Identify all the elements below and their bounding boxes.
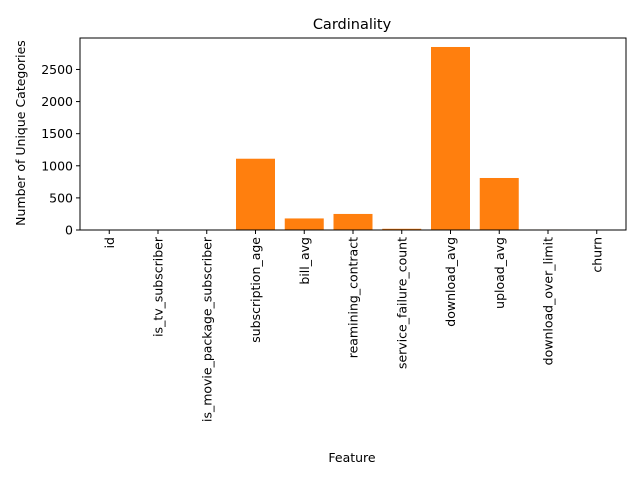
x-tick-label: upload_avg [492, 237, 507, 309]
y-tick-label: 2000 [41, 94, 73, 109]
y-axis-label: Number of Unique Categories [13, 40, 28, 226]
x-ticks-group: id is_tv_subscriber is_movie_package_subsc… [102, 230, 604, 422]
x-tick-label: id [102, 237, 117, 248]
bar-download-avg [431, 46, 470, 231]
x-axis-label: Feature [328, 450, 376, 465]
bar-bill-avg [284, 218, 324, 230]
x-tick-label: is_movie_package_subscriber [199, 236, 214, 422]
x-tick-label: service_failure_count [394, 237, 409, 369]
x-tick-label: bill_avg [297, 237, 312, 285]
x-tick-label: subscription_age [248, 237, 263, 343]
x-tick-label: reamining_contract [346, 237, 361, 358]
y-tick-label: 1500 [41, 126, 73, 141]
x-tick-label: is_tv_subscriber [151, 236, 166, 337]
bar-subscription-age [236, 158, 275, 230]
axes-frame [79, 37, 627, 231]
y-tick-label: 500 [49, 190, 73, 205]
x-tick-label: churn [589, 237, 604, 273]
y-tick-label: 2500 [41, 62, 73, 77]
bar-reamining-contract [333, 213, 373, 230]
y-tick-label: 1000 [41, 158, 73, 173]
y-tick-label: 0 [65, 223, 73, 238]
x-tick-label: download_over_limit [541, 237, 556, 365]
x-tick-label: download_avg [443, 237, 458, 327]
y-ticks-group: 0 500 1000 1500 2000 2500 [41, 62, 80, 238]
bar-upload-avg [479, 177, 519, 230]
bars-group [138, 46, 617, 231]
bar-service-failure-count [382, 228, 422, 230]
chart-title: Cardinality [313, 17, 392, 33]
